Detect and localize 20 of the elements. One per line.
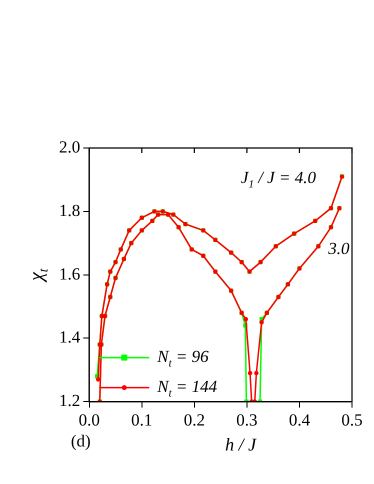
- annotation: 3.0: [327, 238, 350, 258]
- x-tick-label: 0.3: [236, 410, 258, 430]
- y-tick-label: 1.4: [59, 328, 81, 347]
- point: [254, 370, 259, 376]
- x-tick-label: 0.1: [131, 410, 152, 430]
- y-tick-label: 1.6: [59, 264, 80, 284]
- x-tick-label: 0.0: [78, 410, 100, 430]
- point: [244, 316, 248, 322]
- y-tick-label: 1.2: [59, 391, 80, 410]
- text: (d): [70, 432, 91, 451]
- x-tick-label: 0.5: [341, 410, 363, 430]
- point: [96, 377, 100, 382]
- y-axis-title: χt: [26, 268, 51, 284]
- y-tick-label: 2.0: [59, 137, 80, 156]
- x-axis-title: h / J: [225, 434, 258, 454]
- point: [259, 320, 264, 325]
- point: [248, 370, 252, 376]
- y-tick-label: 1.8: [59, 200, 80, 220]
- x-tick-label: 0.2: [184, 410, 205, 430]
- x-tick-label: 0.4: [288, 410, 311, 430]
